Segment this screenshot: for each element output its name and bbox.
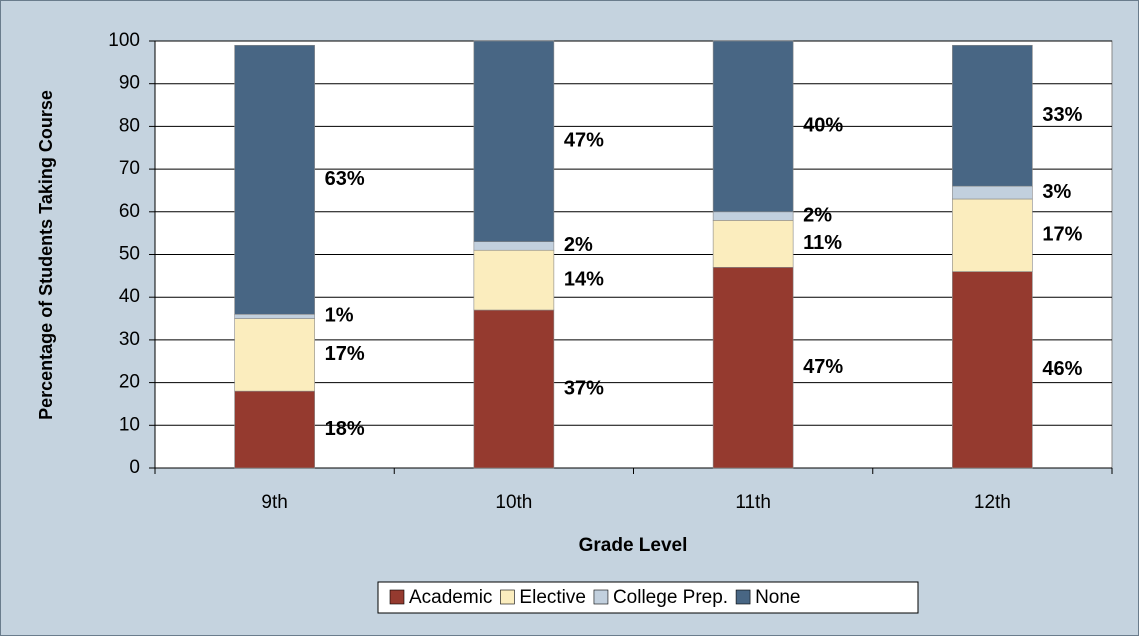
x-tick-label: 11th — [735, 492, 771, 513]
y-tick-label: 30 — [119, 329, 140, 350]
data-label: 46% — [1042, 358, 1082, 380]
data-label: 47% — [803, 356, 843, 378]
data-label: 40% — [803, 115, 843, 137]
bar-segment — [712, 220, 794, 268]
bar-segment — [473, 249, 555, 311]
y-axis-label: Percentage of Students Taking Course — [36, 90, 56, 420]
legend-label: Elective — [519, 587, 586, 608]
y-tick-label: 60 — [119, 201, 140, 222]
bar-segment — [952, 185, 1033, 200]
bar-segment — [952, 271, 1033, 469]
bar-segment — [952, 198, 1033, 272]
x-tick-label: 9th — [261, 492, 287, 513]
bar-segment — [473, 309, 555, 469]
y-tick-label: 70 — [119, 158, 140, 179]
y-tick-label: 10 — [119, 414, 140, 435]
x-tick-label: 10th — [495, 492, 532, 513]
bar-segment — [473, 241, 555, 251]
data-label: 11% — [803, 232, 842, 254]
data-label: 1% — [325, 305, 354, 327]
legend-label: College Prep. — [613, 587, 728, 608]
y-tick-label: 20 — [119, 372, 140, 393]
data-label: 33% — [1042, 104, 1082, 126]
data-label: 37% — [564, 377, 604, 399]
x-tick-label: 12th — [974, 492, 1011, 513]
data-label: 14% — [564, 268, 604, 290]
legend-swatch — [389, 589, 405, 605]
bar-segment — [234, 313, 315, 319]
legend-box — [377, 581, 919, 614]
bar-segment — [234, 44, 315, 315]
bar-segment — [234, 390, 315, 469]
legend-label: None — [755, 587, 800, 608]
legend-swatch — [735, 589, 751, 605]
y-tick-label: 50 — [119, 244, 140, 265]
data-label: 17% — [1042, 224, 1082, 246]
bar-segment — [712, 211, 794, 221]
data-label: 3% — [1042, 181, 1071, 203]
legend-label: Academic — [409, 587, 492, 608]
x-axis-label: Grade Level — [579, 535, 688, 556]
y-tick-label: 40 — [119, 286, 140, 307]
y-tick-label: 0 — [129, 457, 140, 478]
y-tick-label: 80 — [119, 115, 140, 136]
data-label: 2% — [803, 204, 832, 226]
bar-segment — [952, 44, 1033, 187]
data-label: 18% — [325, 418, 365, 440]
data-label: 2% — [564, 234, 593, 256]
bar-segment — [473, 40, 555, 242]
legend-swatch — [500, 589, 515, 605]
legend-swatch — [593, 589, 609, 605]
bar-segment — [712, 40, 794, 213]
data-label: 17% — [325, 343, 365, 365]
bar-segment — [234, 318, 315, 392]
y-tick-label: 90 — [119, 73, 140, 94]
bar-segment — [712, 267, 794, 469]
data-label: 63% — [325, 168, 365, 190]
data-label: 47% — [564, 130, 604, 152]
y-tick-label: 100 — [108, 30, 140, 51]
